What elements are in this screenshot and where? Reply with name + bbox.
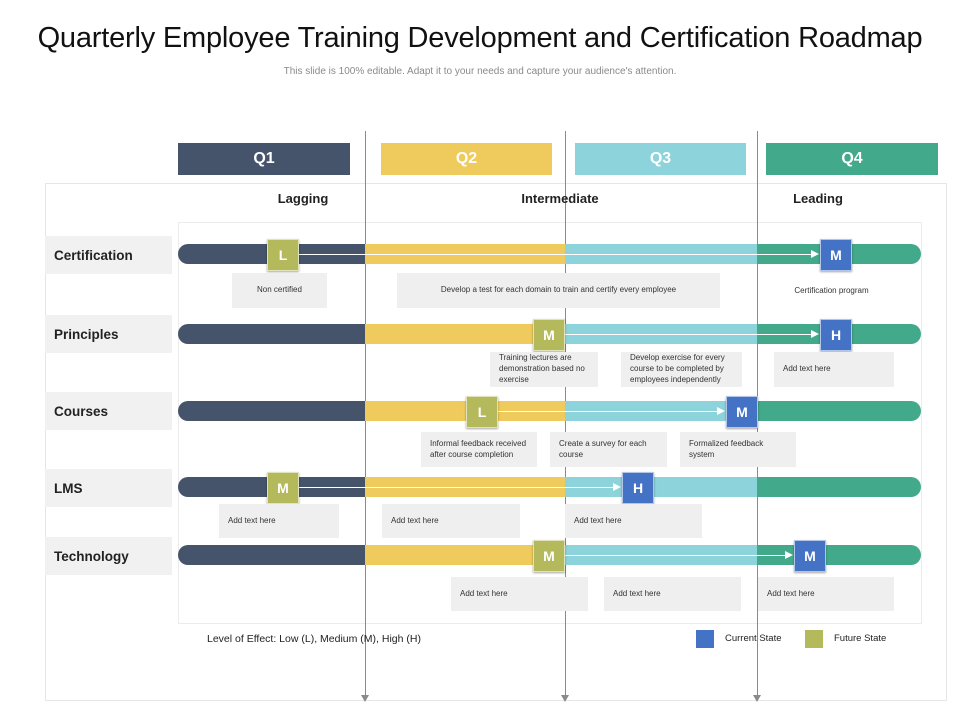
- divider-arrowhead-1: [361, 695, 369, 702]
- flow-arrowhead-technology: [785, 551, 793, 559]
- row-label-principles: Principles: [45, 315, 172, 353]
- row-label-technology: Technology: [45, 537, 172, 575]
- flow-arrowhead-certification: [811, 250, 819, 258]
- flow-arrowhead-principles: [811, 330, 819, 338]
- page-subtitle: This slide is 100% editable. Adapt it to…: [283, 66, 677, 77]
- note-principles-2: Develop exercise for every course to be …: [621, 352, 742, 387]
- future-state-marker-principles: M: [533, 319, 565, 351]
- note-technology-3: Add text here: [758, 577, 894, 611]
- phase-label-lagging: Lagging: [277, 191, 329, 206]
- roadmap-panel: [178, 222, 922, 624]
- note-lms-2: Add text here: [382, 504, 520, 538]
- flow-arrow-line-principles: [565, 334, 811, 335]
- flow-arrow-line-certification: [299, 254, 811, 255]
- current-state-marker-technology: M: [794, 540, 826, 572]
- phase-label-intermediate: Intermediate: [521, 191, 599, 206]
- divider-arrowhead-2: [561, 695, 569, 702]
- row-label-lms: LMS: [45, 469, 172, 507]
- effect-level-footnote: Level of Effect: Low (L), Medium (M), Hi…: [207, 633, 421, 645]
- row-label-courses: Courses: [45, 392, 172, 430]
- future-state-marker-courses: L: [466, 396, 498, 428]
- current-state-marker-certification: M: [820, 239, 852, 271]
- flow-arrow-line-lms: [299, 487, 613, 488]
- current-state-marker-principles: H: [820, 319, 852, 351]
- legend-swatch-current-state: [696, 630, 714, 648]
- note-principles-3: Add text here: [774, 352, 894, 387]
- roadmap-frame: [45, 183, 947, 701]
- legend-label-current-state: Current State: [725, 633, 782, 644]
- divider-arrowhead-3: [753, 695, 761, 702]
- note-certification-3: Certification program: [794, 285, 869, 295]
- note-certification-1: Non certified: [232, 273, 327, 308]
- current-state-marker-courses: M: [726, 396, 758, 428]
- note-certification-2: Develop a test for each domain to train …: [397, 273, 720, 308]
- future-state-marker-lms: M: [267, 472, 299, 504]
- note-lms-1: Add text here: [219, 504, 339, 538]
- note-lms-3: Add text here: [565, 504, 702, 538]
- flow-arrowhead-lms: [613, 483, 621, 491]
- future-state-marker-technology: M: [533, 540, 565, 572]
- legend-label-future-state: Future State: [834, 633, 887, 644]
- page-title: Quarterly Employee Training Development …: [37, 22, 923, 54]
- note-courses-3: Formalized feedback system: [680, 432, 796, 467]
- note-technology-1: Add text here: [451, 577, 588, 611]
- legend-swatch-future-state: [805, 630, 823, 648]
- current-state-marker-lms: H: [622, 472, 654, 504]
- note-technology-2: Add text here: [604, 577, 741, 611]
- flow-arrow-line-courses: [498, 411, 717, 412]
- quarter-header-q3: Q3: [575, 143, 746, 175]
- phase-label-leading: Leading: [793, 191, 843, 206]
- note-courses-1: Informal feedback received after course …: [421, 432, 537, 467]
- future-state-marker-certification: L: [267, 239, 299, 271]
- flow-arrow-line-technology: [565, 555, 785, 556]
- note-principles-1: Training lectures are demonstration base…: [490, 352, 598, 387]
- quarter-header-q4: Q4: [766, 143, 938, 175]
- row-label-certification: Certification: [45, 236, 172, 274]
- flow-arrowhead-courses: [717, 407, 725, 415]
- quarter-header-q2: Q2: [381, 143, 552, 175]
- quarter-header-q1: Q1: [178, 143, 350, 175]
- progress-bar-lms: [178, 477, 921, 497]
- note-courses-2: Create a survey for each course: [550, 432, 667, 467]
